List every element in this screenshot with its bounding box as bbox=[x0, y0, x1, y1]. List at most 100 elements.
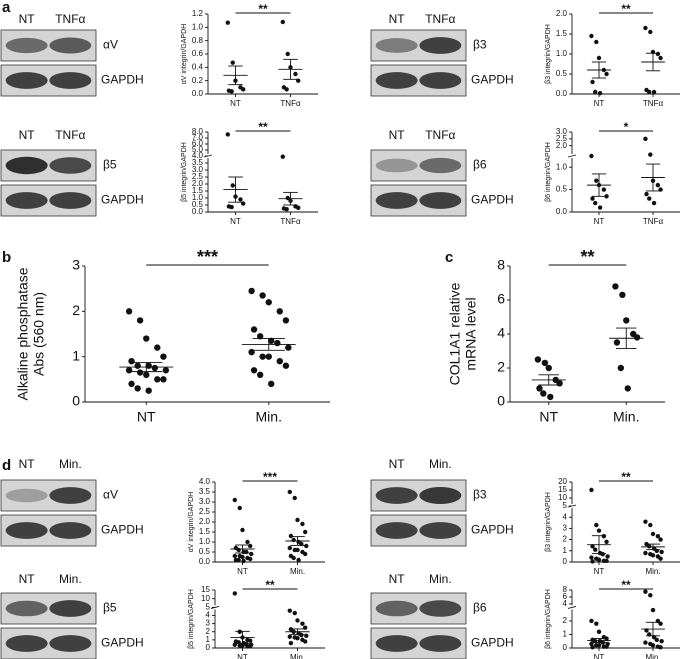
y-tick-label: 2.5 bbox=[192, 172, 204, 181]
data-point bbox=[245, 539, 250, 545]
data-point bbox=[230, 60, 235, 65]
data-point bbox=[256, 371, 264, 378]
data-point bbox=[292, 495, 297, 501]
data-point bbox=[596, 528, 602, 533]
blot-band bbox=[419, 72, 462, 89]
y-tick-label: 3 bbox=[563, 524, 568, 533]
y-tick-label: 2.0 bbox=[199, 517, 211, 526]
data-point bbox=[643, 640, 648, 645]
data-point bbox=[593, 200, 598, 206]
data-point bbox=[268, 380, 275, 388]
data-point bbox=[240, 554, 245, 560]
data-point bbox=[648, 522, 653, 528]
y-axis-label: Alkaline phosphatase bbox=[15, 267, 31, 400]
data-point bbox=[659, 549, 664, 555]
protein-label: β3 bbox=[473, 488, 487, 502]
control-label: GAPDH bbox=[101, 523, 144, 537]
data-point bbox=[643, 589, 648, 594]
x-tick-label: Min. bbox=[645, 653, 660, 659]
y-tick-label: 4 bbox=[563, 599, 568, 608]
protein-label: β6 bbox=[473, 601, 487, 615]
data-point bbox=[256, 333, 264, 340]
blot-band bbox=[419, 192, 462, 209]
data-point bbox=[658, 537, 663, 542]
y-tick-label: 5.0 bbox=[192, 145, 204, 154]
data-point bbox=[589, 153, 594, 159]
y-tick-label: 4 bbox=[497, 325, 505, 341]
data-point bbox=[240, 643, 245, 648]
data-point bbox=[605, 554, 610, 559]
protein-label: β5 bbox=[103, 158, 117, 172]
data-point bbox=[647, 196, 652, 201]
y-tick-label: 3.0 bbox=[192, 165, 204, 174]
control-label: GAPDH bbox=[101, 636, 144, 650]
blot-band bbox=[375, 600, 418, 617]
data-point bbox=[596, 557, 602, 562]
panel-letter: d bbox=[2, 457, 11, 474]
axis-break-mark bbox=[567, 154, 577, 158]
blot-band bbox=[375, 487, 418, 504]
data-point bbox=[291, 555, 296, 561]
data-point bbox=[268, 337, 275, 344]
data-point bbox=[160, 376, 167, 383]
x-tick-label: Min. bbox=[290, 567, 305, 576]
data-point bbox=[274, 339, 281, 347]
blot-band bbox=[375, 635, 418, 652]
data-point bbox=[647, 89, 652, 95]
y-tick-label: 3.0 bbox=[556, 127, 568, 136]
data-point bbox=[596, 55, 602, 61]
data-point bbox=[143, 335, 150, 342]
data-point bbox=[250, 326, 258, 333]
data-point bbox=[248, 556, 253, 562]
x-tick-label: NT bbox=[594, 653, 605, 659]
data-point bbox=[291, 537, 296, 543]
data-point bbox=[304, 543, 309, 549]
data-point bbox=[232, 553, 237, 559]
data-point bbox=[604, 558, 609, 564]
significance-label: ** bbox=[258, 120, 268, 134]
data-point bbox=[248, 543, 253, 549]
y-tick-label: 2 bbox=[497, 359, 505, 375]
data-point bbox=[232, 591, 237, 596]
data-point bbox=[651, 89, 657, 95]
data-point bbox=[604, 539, 609, 545]
significance-label: ** bbox=[621, 578, 631, 592]
blot-band bbox=[49, 635, 92, 652]
blot-band bbox=[419, 635, 462, 652]
data-point bbox=[655, 534, 661, 539]
data-point bbox=[540, 390, 547, 397]
data-point bbox=[589, 618, 594, 624]
data-point bbox=[125, 308, 133, 315]
y-tick-label: 0 bbox=[206, 643, 211, 652]
data-point bbox=[594, 522, 599, 528]
data-point bbox=[633, 334, 641, 341]
data-point bbox=[590, 544, 595, 549]
y-tick-label: 4 bbox=[206, 611, 211, 620]
data-point bbox=[655, 182, 661, 188]
data-point bbox=[287, 545, 292, 551]
y-tick-label: 0.0 bbox=[556, 89, 568, 98]
data-point bbox=[229, 204, 234, 210]
data-point bbox=[601, 534, 607, 539]
data-point bbox=[593, 547, 598, 552]
data-point bbox=[282, 362, 290, 369]
blot-band bbox=[5, 522, 48, 539]
data-point bbox=[225, 132, 230, 137]
data-point bbox=[154, 376, 161, 383]
blot-band bbox=[5, 156, 48, 175]
data-point bbox=[589, 33, 594, 39]
y-tick-label: 0.0 bbox=[192, 207, 204, 216]
protein-label: αV bbox=[103, 488, 118, 502]
blot-band bbox=[49, 600, 92, 617]
data-point bbox=[259, 292, 266, 299]
data-point bbox=[303, 551, 308, 557]
data-point bbox=[288, 533, 294, 539]
x-tick-label: TNFα bbox=[280, 99, 301, 108]
y-tick-label: 7.0 bbox=[192, 133, 204, 142]
data-point bbox=[280, 154, 285, 159]
y-tick-label: 5 bbox=[206, 603, 211, 612]
y-tick-label: 0.5 bbox=[192, 200, 204, 209]
x-tick-label: NT bbox=[237, 653, 248, 659]
data-point bbox=[295, 517, 300, 523]
y-axis-label: αV integrin/GAPDH bbox=[181, 24, 188, 84]
